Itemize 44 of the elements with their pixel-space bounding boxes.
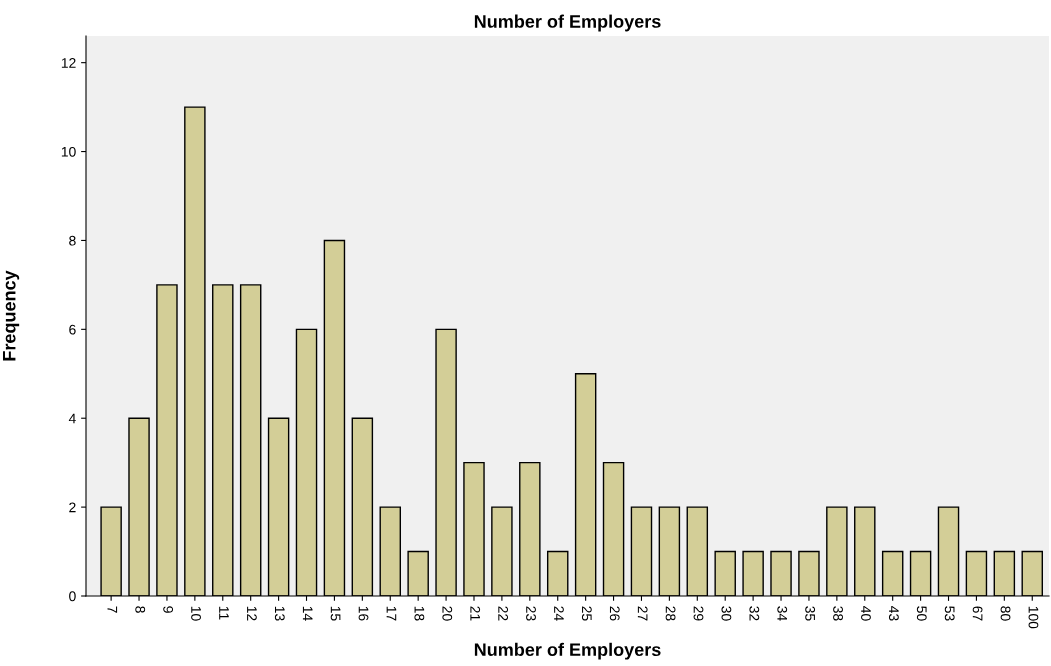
y-axis-title: Frequency [3,270,20,361]
x-axis-title: Number of Employers [474,642,661,660]
x-tick-label: 26 [609,606,620,621]
x-tick-label: 13 [274,606,285,621]
x-tick-label: 30 [721,606,732,621]
x-tick-label: 25 [581,606,592,621]
y-tick-label: 6 [69,324,76,335]
x-tick-label: 34 [777,606,788,621]
x-tick-label: 50 [916,606,927,621]
y-tick-label: 8 [69,235,76,246]
y-tick-label: 10 [61,146,76,157]
x-tick-label: 23 [526,606,536,621]
x-tick-label: 18 [414,606,425,621]
x-tick-label: 9 [163,606,174,613]
chart-title: Number of Employers [474,14,661,32]
x-tick-label: 7 [107,606,118,613]
x-tick-label: 17 [386,606,397,621]
x-tick-label: 11 [219,606,229,620]
x-tick-label: 35 [805,606,816,621]
x-tick-label: 14 [302,606,313,621]
x-tick-label: 40 [861,606,871,621]
x-tick-label: 100 [1028,606,1039,629]
y-tick-label: 4 [68,413,76,424]
x-tick-label: 16 [358,606,369,621]
x-tick-label: 29 [693,606,704,621]
x-tick-label: 53 [944,606,955,621]
y-tick-label: 2 [69,502,76,513]
x-tick-label: 32 [749,606,760,621]
x-tick-label: 15 [330,606,341,621]
x-tick-label: 38 [833,606,843,621]
x-tick-label: 12 [247,606,257,621]
x-tick-label: 80 [1000,606,1011,621]
x-tick-label: 28 [665,606,676,621]
y-tick-label: 12 [61,58,76,68]
x-tick-label: 22 [498,606,509,621]
x-tick-label: 20 [442,606,453,621]
y-tick-label: 0 [69,591,76,602]
x-tick-label: 8 [135,606,146,613]
x-tick-label: 27 [637,606,648,621]
x-tick-label: 67 [972,606,983,621]
x-tick-label: 24 [554,606,564,621]
x-tick-label: 43 [888,606,899,621]
x-tick-label: 10 [191,606,201,621]
x-tick-label: 21 [470,606,481,621]
